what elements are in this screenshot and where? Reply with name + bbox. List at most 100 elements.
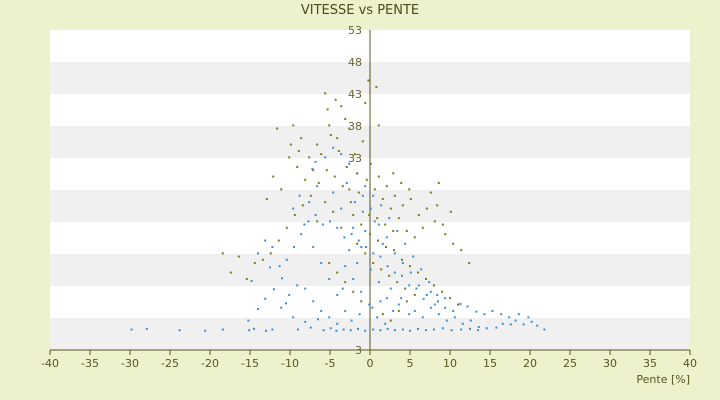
point-series-2 (377, 124, 380, 127)
point-series-2 (317, 181, 320, 184)
point-series-1 (280, 306, 283, 309)
point-series-2 (449, 297, 451, 300)
point-series-2 (272, 175, 275, 178)
point-series-1 (522, 323, 525, 326)
point-series-1 (343, 236, 346, 239)
point-series-1 (269, 266, 271, 269)
point-series-1 (425, 293, 428, 296)
point-series-1 (361, 194, 364, 197)
point-series-1 (314, 213, 317, 216)
point-series-1 (320, 309, 323, 312)
point-series-2 (375, 85, 378, 88)
point-series-2 (340, 105, 343, 108)
point-series-2 (433, 220, 436, 223)
point-series-1 (316, 185, 319, 188)
point-series-2 (404, 287, 407, 290)
point-series-1 (445, 319, 448, 322)
x-tick-label: 15 (483, 357, 497, 370)
point-series-1 (393, 271, 396, 274)
point-series-1 (392, 309, 395, 312)
point-series-2 (397, 217, 400, 220)
point-series-1 (352, 277, 355, 280)
point-series-1 (437, 300, 439, 303)
point-series-2 (253, 261, 256, 264)
point-series-2 (304, 178, 307, 181)
point-series-1 (536, 324, 539, 327)
point-series-1 (379, 329, 382, 332)
point-series-1 (408, 313, 411, 316)
point-series-2 (221, 252, 224, 255)
point-series-1 (491, 309, 494, 312)
point-series-2 (385, 245, 387, 248)
point-series-2 (312, 169, 315, 172)
point-series-2 (425, 207, 428, 210)
point-series-2 (345, 165, 348, 168)
x-axis-label: Pente [%] (636, 373, 690, 386)
point-series-1 (336, 226, 339, 229)
point-series-1 (298, 194, 301, 197)
point-series-1 (413, 309, 416, 312)
point-series-2 (417, 271, 419, 274)
point-series-1 (130, 328, 133, 331)
point-series-2 (332, 210, 335, 213)
point-series-2 (326, 108, 329, 111)
point-series-2 (388, 274, 391, 277)
point-series-1 (372, 194, 375, 197)
point-series-1 (501, 322, 504, 325)
point-series-1 (483, 313, 486, 316)
point-series-1 (417, 284, 420, 287)
point-series-1 (303, 223, 306, 226)
point-series-2 (380, 268, 383, 271)
point-series-2 (400, 181, 403, 184)
point-series-1 (530, 320, 533, 323)
point-series-1 (285, 258, 288, 261)
point-series-1 (344, 309, 347, 312)
point-series-1 (376, 316, 379, 319)
point-series-2 (245, 277, 248, 280)
point-series-2 (352, 290, 355, 293)
point-series-1 (329, 327, 332, 330)
point-series-1 (314, 160, 317, 163)
point-series-2 (349, 201, 352, 204)
point-series-1 (281, 277, 283, 280)
point-series-1 (450, 329, 453, 332)
point-series-1 (404, 242, 407, 245)
x-tick-label: 40 (683, 357, 697, 370)
point-series-2 (393, 249, 395, 252)
point-series-2 (300, 137, 303, 140)
point-series-2 (324, 201, 327, 204)
point-series-1 (466, 305, 469, 308)
point-series-1 (304, 287, 307, 290)
point-series-2 (308, 156, 311, 159)
point-series-1 (221, 328, 224, 331)
point-series-2 (413, 293, 416, 296)
x-tick-label: -10 (281, 357, 299, 370)
point-series-1 (485, 327, 488, 330)
point-series-1 (477, 329, 479, 332)
point-series-1 (396, 229, 399, 232)
point-series-2 (340, 226, 343, 229)
point-series-2 (389, 319, 392, 322)
point-series-1 (388, 217, 391, 220)
point-series-2 (441, 290, 443, 293)
point-series-1 (288, 293, 291, 296)
point-series-1 (307, 220, 310, 223)
point-series-1 (250, 279, 253, 282)
point-series-2 (409, 197, 412, 200)
point-series-2 (324, 92, 327, 95)
point-series-1 (352, 226, 355, 229)
point-series-2 (392, 229, 395, 232)
point-series-2 (285, 226, 288, 229)
point-series-2 (372, 261, 375, 264)
point-series-1 (380, 204, 383, 207)
point-series-1 (384, 322, 387, 325)
point-series-2 (334, 98, 337, 101)
point-series-1 (340, 207, 343, 210)
point-series-1 (453, 316, 456, 319)
point-series-1 (257, 308, 259, 311)
point-series-1 (386, 265, 389, 268)
point-series-1 (421, 316, 424, 319)
point-series-1 (342, 328, 345, 331)
point-series-2 (316, 220, 319, 223)
point-series-2 (328, 124, 331, 127)
